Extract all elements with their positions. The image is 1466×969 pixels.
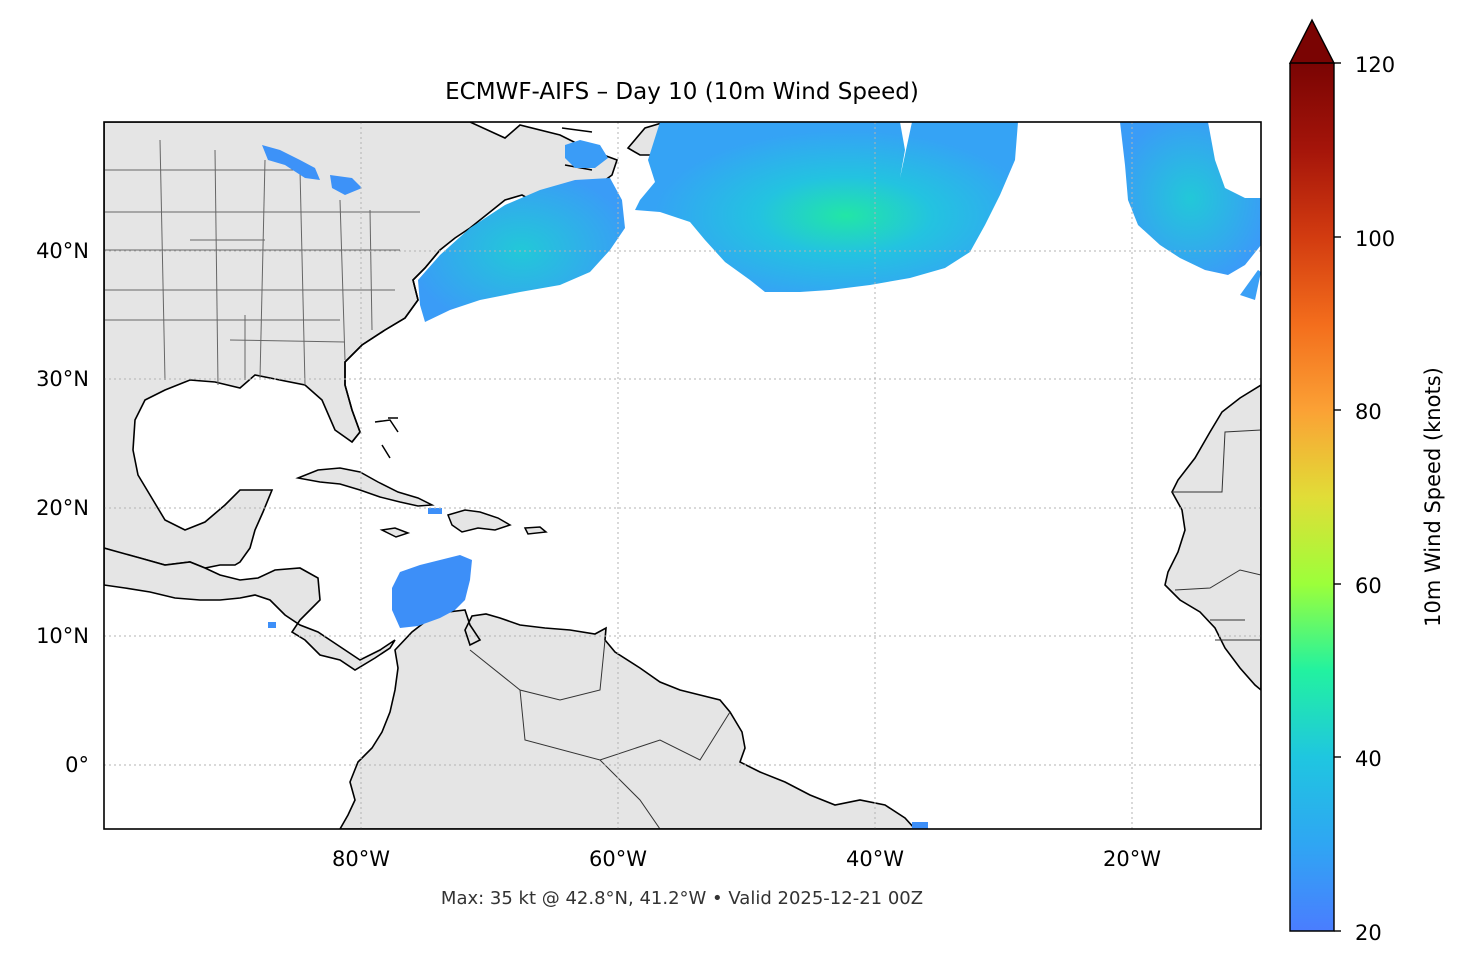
land-jamaica	[379, 527, 411, 538]
colorbar-tick-labels: 20 40 60 80 100 120	[1355, 53, 1395, 945]
wind-area-us-east-coast	[418, 178, 625, 322]
wind-area-caribbean	[392, 555, 472, 628]
land-south-america	[339, 609, 917, 829]
land-bahamas	[374, 417, 399, 459]
wind-area-pacific-spot	[268, 622, 276, 628]
coastline-east-us	[344, 249, 441, 443]
y-tick-label: 0°	[65, 753, 89, 777]
x-tick-label: 40°W	[846, 847, 904, 871]
wind-speed-field	[262, 122, 1261, 829]
y-tick-label: 30°N	[36, 367, 89, 391]
x-tick-label: 60°W	[589, 847, 647, 871]
y-tick-label: 20°N	[36, 496, 89, 520]
wind-area-central-atlantic	[635, 122, 1018, 292]
state-borders	[104, 139, 420, 386]
map-title: ECMWF-AIFS – Day 10 (10m Wind Speed)	[445, 79, 919, 105]
wind-area-great-lakes	[262, 145, 320, 180]
y-tick-label: 10°N	[36, 624, 89, 648]
colorbar-ticks	[1334, 62, 1341, 932]
land-hispaniola	[446, 509, 512, 533]
colorbar-tick-label: 120	[1355, 53, 1395, 77]
colorbar-tick-label: 80	[1355, 400, 1382, 424]
land-cuba	[295, 467, 435, 507]
colorbar-tick-label: 60	[1355, 574, 1382, 598]
x-tick-label: 20°W	[1103, 847, 1161, 871]
colorbar-frame	[1289, 63, 1335, 932]
wind-area-lake-erie	[330, 175, 362, 195]
land-puerto-rico	[523, 526, 548, 535]
colorbar-tick-label: 20	[1355, 921, 1382, 945]
colorbar-gradient	[1290, 63, 1334, 931]
y-axis-labels: 40°N 30°N 20°N 10°N 0°	[36, 239, 89, 777]
colorbar-tick-label: 40	[1355, 747, 1382, 771]
wind-area-antilles-spot	[428, 508, 442, 514]
map-frame	[103, 121, 1262, 830]
wind-area-azores-fragment	[1240, 270, 1261, 300]
colorbar-tick-label: 100	[1355, 227, 1395, 251]
land-central-america	[104, 547, 396, 671]
wind-area-east-atlantic	[1120, 122, 1261, 275]
country-borders	[469, 429, 1261, 829]
wind-area-gulf-stlawrence	[565, 140, 608, 168]
x-tick-label: 80°W	[332, 847, 390, 871]
colorbar: 20 40 60 80 100 120 10m Wind Speed (knot…	[1288, 18, 1445, 945]
max-wind-annotation: Max: 35 kt @ 42.8°N, 41.2°W • Valid 2025…	[441, 888, 923, 909]
colorbar-label: 10m Wind Speed (knots)	[1421, 367, 1445, 627]
map-panel	[104, 122, 1261, 829]
colorbar-extend-arrow	[1288, 18, 1336, 64]
wind-area-south-atlantic-spot	[912, 822, 928, 829]
x-axis-labels: 80°W 60°W 40°W 20°W	[332, 847, 1161, 871]
land-africa	[1164, 384, 1261, 692]
y-tick-label: 40°N	[36, 239, 89, 263]
